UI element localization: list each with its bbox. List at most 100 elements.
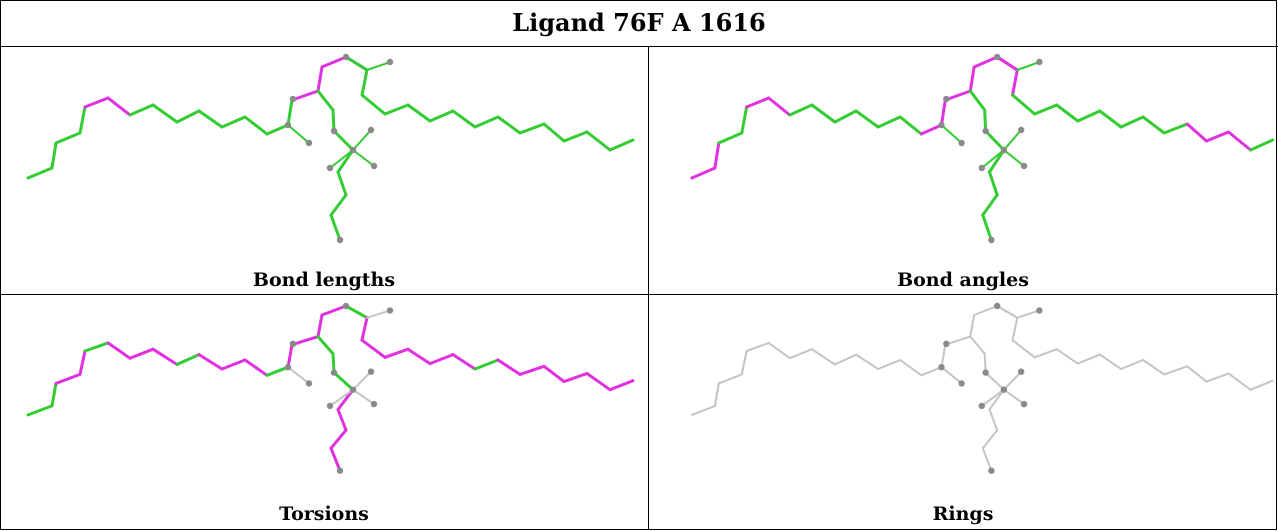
caption-bond-angles: Bond angles [897,269,1029,291]
side-bond [352,129,372,151]
bond [290,89,320,102]
bond [1227,372,1252,391]
atom-marker [342,53,350,61]
molecule-diagram-bond-angles [690,53,1275,244]
bond [973,305,999,316]
bond [608,138,635,152]
bond [1011,93,1037,116]
bond [608,379,635,392]
ligand-title: Ligand 76F A 1616 [512,8,766,37]
atom-marker [1036,58,1043,66]
atom-marker [988,236,995,244]
bond [329,193,348,217]
bond [496,115,522,135]
bond [360,93,387,116]
bond [1205,372,1230,383]
bond [984,129,1006,152]
bond [1227,130,1253,152]
atom-marker [978,164,985,172]
bond [360,338,387,359]
bond [1055,103,1080,123]
bond [854,109,880,129]
side-bond [1002,149,1026,167]
caption-bond-lengths: Bond lengths [252,269,396,291]
bond [944,335,972,346]
panel-rings: Rings [649,295,1277,530]
bond [988,408,999,432]
bond [968,65,976,93]
atom-marker [1017,126,1025,134]
bond [197,109,224,129]
bond [1011,339,1036,359]
bond [939,98,947,127]
bond [344,304,369,320]
side-bond [287,366,310,385]
bond [175,353,201,366]
bond [969,335,986,355]
bond [1163,365,1189,376]
atom-marker [370,162,378,170]
bond [175,109,201,124]
bond [542,364,566,384]
atom-marker [367,126,375,134]
bond [360,316,369,342]
bond [360,68,369,97]
bond [332,129,355,152]
atom-marker [1020,162,1028,170]
bond [899,359,923,377]
molecule-group [26,302,635,474]
side-bond [366,309,391,319]
atom-marker [982,369,989,376]
atom-marker [336,467,344,474]
bond [316,335,335,356]
bond [1076,353,1101,365]
bond [1249,379,1274,391]
molecule-group [26,53,635,244]
bond [745,96,771,109]
bond [1098,353,1122,370]
bond [984,371,1005,391]
bond [1120,359,1145,370]
panel-torsions: Torsions [0,295,648,530]
side-bond [352,370,372,391]
bond [996,305,1019,319]
bond [987,148,1006,174]
bond [106,341,132,360]
bond [26,404,54,417]
atom-marker [958,380,965,387]
side-bond [287,124,310,144]
atom-marker [993,53,1001,61]
bond [220,115,247,129]
atom-marker [349,386,357,393]
atom-marker [943,340,950,347]
side-bond [980,388,1005,407]
molecule-group [690,302,1274,474]
caption-rings: Rings [932,503,994,525]
side-bond [1002,388,1026,406]
atom-marker [1000,386,1008,393]
atom-marker [370,400,378,408]
bond [690,404,716,416]
atom-marker [993,302,1001,310]
side-bond [352,388,375,406]
bond [290,335,320,347]
bond [518,364,546,376]
bond [981,447,993,472]
bond [1142,359,1166,376]
atom-marker [289,340,297,347]
bond [1033,103,1059,116]
bond [265,365,290,377]
bond [128,347,155,360]
bond [54,372,82,385]
caption-torsions: Torsions [279,503,369,525]
atom-marker [988,467,995,474]
bond [1076,109,1102,123]
bond [740,350,748,376]
bond [428,353,455,366]
bond [562,130,589,143]
bond [542,122,566,143]
side-bond [940,124,963,144]
atom-marker [284,121,292,129]
bond [585,130,612,152]
atom-marker [342,302,350,310]
